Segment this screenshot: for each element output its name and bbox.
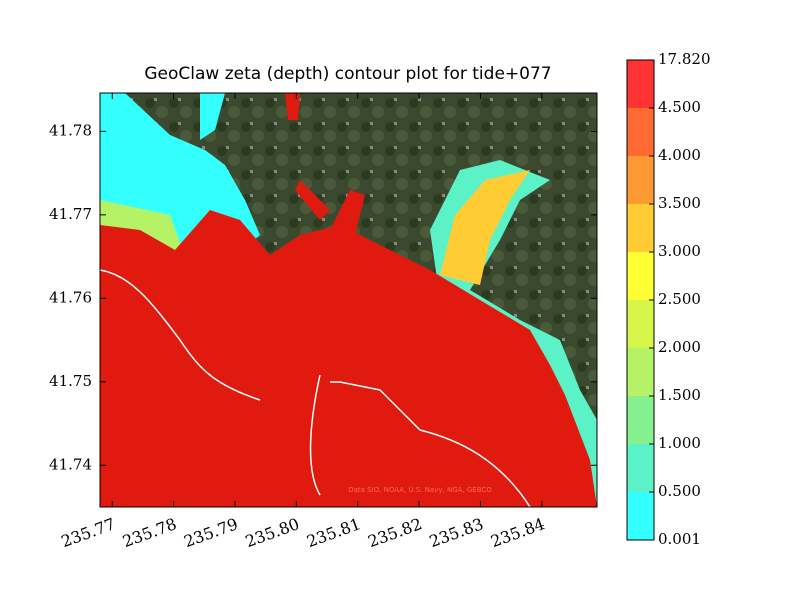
x-tick-label: 235.81 xyxy=(304,514,363,551)
map: Data SIO, NOAA, U.S. Navy, NGA, GEBCO xyxy=(100,93,597,507)
colorbar-band xyxy=(627,300,654,348)
coastline xyxy=(100,269,531,507)
y-tick-label: 41.76 xyxy=(49,288,92,306)
colorbar-tick-label: 3.000 xyxy=(658,242,701,260)
colorbar-tick-label: 2.000 xyxy=(658,338,701,356)
x-tick-label: 235.79 xyxy=(181,514,240,551)
colorbar-band xyxy=(627,444,654,492)
chart-title: GeoClaw zeta (depth) contour plot for ti… xyxy=(144,64,551,84)
shallow-region xyxy=(200,93,225,140)
x-tick-label: 235.82 xyxy=(365,514,424,551)
colorbar-band xyxy=(627,396,654,444)
deep-region xyxy=(100,210,597,507)
y-tick-label: 41.74 xyxy=(49,455,92,473)
colorbar-band xyxy=(627,252,654,300)
x-tick-label: 235.80 xyxy=(243,514,302,551)
colorbar-tick-label: 0.001 xyxy=(658,530,701,548)
x-tick-label: 235.83 xyxy=(427,514,486,551)
mid-region xyxy=(440,170,530,285)
colorbar-tick-label: 2.500 xyxy=(658,290,701,308)
x-tick-label: 235.78 xyxy=(120,514,179,551)
colorbar-tick-label: 4.500 xyxy=(658,98,701,116)
colorbar-band xyxy=(627,492,654,540)
plot-frame xyxy=(99,92,598,508)
colorbar-band xyxy=(627,348,654,396)
x-tick-label: 235.77 xyxy=(59,514,118,551)
colorbar-tick-label: 1.000 xyxy=(658,434,701,452)
colorbar-tick-label: 17.820 xyxy=(658,50,711,68)
colorbar-band xyxy=(627,156,654,204)
colorbar-band xyxy=(627,60,654,108)
y-tick-label: 41.78 xyxy=(49,121,92,139)
colorbar-tick-label: 4.000 xyxy=(658,146,701,164)
colorbar-band xyxy=(627,108,654,156)
deep-region xyxy=(285,93,365,235)
y-tick-label: 41.77 xyxy=(49,205,92,223)
colorbar-tick-label: 0.500 xyxy=(658,482,701,500)
attribution: Data SIO, NOAA, U.S. Navy, NGA, GEBCO xyxy=(348,486,492,494)
y-tick-label: 41.75 xyxy=(49,372,92,390)
x-tick-label: 235.84 xyxy=(488,514,547,551)
colorbar-band xyxy=(627,204,654,252)
colorbar-tick-label: 3.500 xyxy=(658,194,701,212)
colorbar xyxy=(627,60,654,540)
colorbar-tick-label: 1.500 xyxy=(658,386,701,404)
